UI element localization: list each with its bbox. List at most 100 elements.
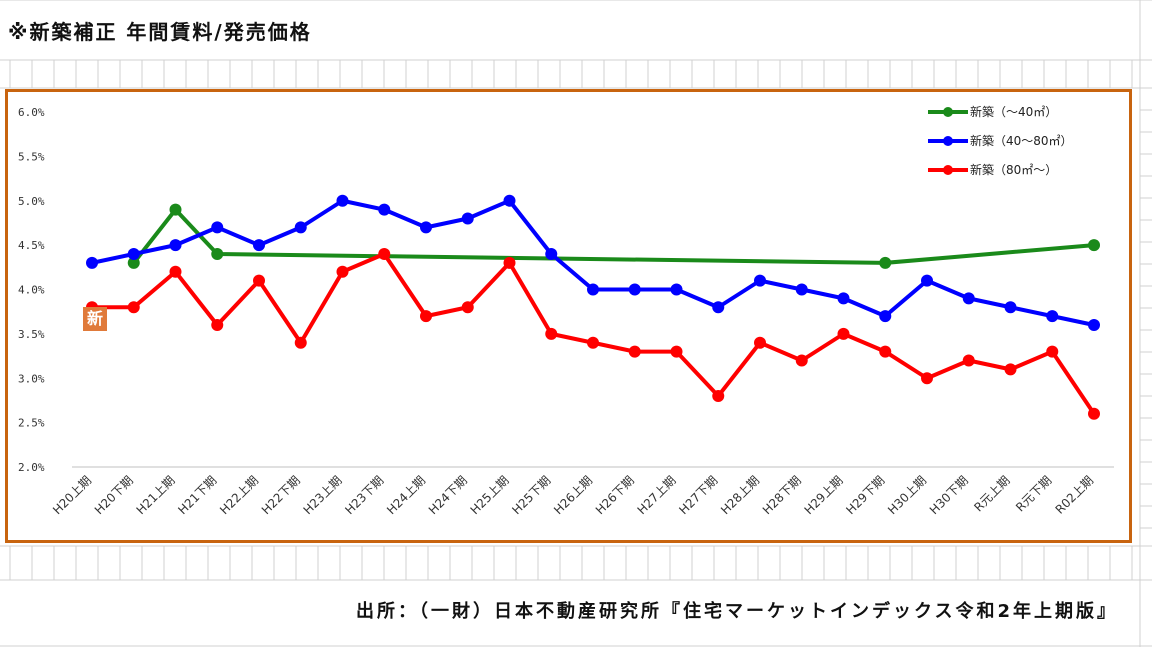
data-point-2 xyxy=(1004,363,1017,376)
line-chart: 2.0% 2.5% 3.0% 3.5% 4.0% 4.5% 5.0% 5.5% 6.0% H20上… xyxy=(18,104,1114,517)
x-tick-label: H28上期 xyxy=(718,473,762,517)
data-point-2 xyxy=(921,372,933,385)
x-tick-label: H23上期 xyxy=(301,473,345,517)
data-point-1 xyxy=(420,221,432,234)
data-point-0 xyxy=(169,203,182,216)
data-point-2 xyxy=(253,274,265,287)
chart-frame: 2.0% 2.5% 3.0% 3.5% 4.0% 4.5% 5.0% 5.5% 6.0% H20上… xyxy=(5,89,1132,543)
x-tick-label: H29下期 xyxy=(843,473,887,517)
x-tick-label: H27下期 xyxy=(676,473,720,517)
x-tick-label: H28下期 xyxy=(760,473,804,517)
data-point-0 xyxy=(127,256,140,269)
y-tick-label: 2.5% xyxy=(18,417,45,430)
data-point-2 xyxy=(378,248,391,260)
x-tick-label: H21上期 xyxy=(134,473,178,517)
data-point-1 xyxy=(1088,319,1100,331)
y-tick-label: 6.0% xyxy=(18,106,45,119)
data-point-2 xyxy=(169,265,182,278)
data-point-1 xyxy=(795,283,808,296)
data-point-1 xyxy=(503,194,516,207)
x-tick-label: H23下期 xyxy=(342,473,386,517)
data-point-1 xyxy=(628,283,641,296)
data-point-2 xyxy=(962,354,975,367)
x-tick-label: R元上期 xyxy=(971,473,1012,514)
source-note: 出所：（一財）日本不動産研究所『住宅マーケットインデックス令和2年上期版』 xyxy=(356,601,1118,622)
data-point-2 xyxy=(754,336,766,349)
y-tick-label: 2.0% xyxy=(18,461,45,474)
y-tick-label: 3.5% xyxy=(18,328,45,341)
x-tick-label: H24下期 xyxy=(426,473,470,517)
x-tick-label: H29上期 xyxy=(802,473,846,517)
data-point-0 xyxy=(1088,239,1100,252)
data-point-2 xyxy=(211,319,224,331)
page-title: ※新築補正 年間賃料/発売価格 xyxy=(8,20,312,44)
data-point-2 xyxy=(670,345,683,358)
new-badge-icon: 新 xyxy=(83,307,107,331)
x-tick-label: H25下期 xyxy=(509,473,553,517)
data-point-2 xyxy=(127,301,140,314)
y-tick-label: 5.0% xyxy=(18,195,45,208)
y-tick-label: 5.5% xyxy=(18,150,45,163)
data-point-1 xyxy=(837,292,850,305)
data-point-1 xyxy=(294,221,307,234)
data-point-2 xyxy=(545,327,558,340)
legend-label: 新築（～40㎡） xyxy=(970,104,1057,119)
y-tick-label: 4.5% xyxy=(18,239,45,252)
x-tick-label: H26上期 xyxy=(551,473,595,517)
data-point-1 xyxy=(461,212,474,225)
data-point-1 xyxy=(253,239,265,252)
x-tick-label: H21下期 xyxy=(175,473,219,517)
data-point-1 xyxy=(921,274,933,287)
data-point-1 xyxy=(86,256,98,269)
x-tick-label: H20上期 xyxy=(50,473,94,517)
x-tick-label: H27上期 xyxy=(635,473,679,517)
legend-swatch-marker xyxy=(943,136,953,146)
data-point-2 xyxy=(587,336,599,349)
data-point-2 xyxy=(628,345,641,358)
data-point-1 xyxy=(169,239,182,252)
data-point-2 xyxy=(1046,345,1059,358)
data-point-1 xyxy=(336,194,349,207)
data-point-2 xyxy=(294,336,307,349)
x-tick-label: R元下期 xyxy=(1013,473,1054,514)
x-tick-label: H22上期 xyxy=(217,473,261,517)
data-point-1 xyxy=(754,274,766,287)
data-point-2 xyxy=(879,345,892,358)
legend-label: 新築（80㎡～） xyxy=(970,162,1057,177)
data-point-2 xyxy=(795,354,808,367)
data-point-2 xyxy=(420,310,432,323)
data-point-0 xyxy=(211,248,224,260)
x-tick-label: H22下期 xyxy=(259,473,303,517)
data-point-0 xyxy=(879,256,892,269)
series-line-1 xyxy=(91,198,1095,327)
data-point-2 xyxy=(503,256,516,269)
data-point-1 xyxy=(879,310,892,323)
data-point-2 xyxy=(336,265,349,278)
data-point-1 xyxy=(211,221,224,234)
data-point-1 xyxy=(670,283,683,296)
x-tick-label: R02上期 xyxy=(1053,473,1097,517)
x-tick-label: H26下期 xyxy=(593,473,637,517)
x-tick-label: H20下期 xyxy=(92,473,136,517)
data-point-1 xyxy=(1004,301,1017,314)
data-point-2 xyxy=(461,301,474,314)
data-point-2 xyxy=(1088,407,1100,420)
x-tick-label: H25上期 xyxy=(468,473,512,517)
data-point-1 xyxy=(127,248,140,260)
data-point-2 xyxy=(837,327,850,340)
data-point-1 xyxy=(545,248,558,260)
data-point-1 xyxy=(962,292,975,305)
data-point-1 xyxy=(378,203,391,216)
legend-swatch-marker xyxy=(943,107,953,117)
y-tick-label: 4.0% xyxy=(18,284,45,297)
data-point-1 xyxy=(587,283,599,296)
data-point-1 xyxy=(712,301,725,314)
data-point-1 xyxy=(1046,310,1059,323)
legend-swatch-marker xyxy=(943,165,953,175)
x-tick-label: H30上期 xyxy=(885,473,929,517)
x-tick-label: H30下期 xyxy=(927,473,971,517)
series-line-2 xyxy=(92,252,1096,415)
data-point-2 xyxy=(712,390,725,402)
x-tick-label: H24上期 xyxy=(384,473,428,517)
